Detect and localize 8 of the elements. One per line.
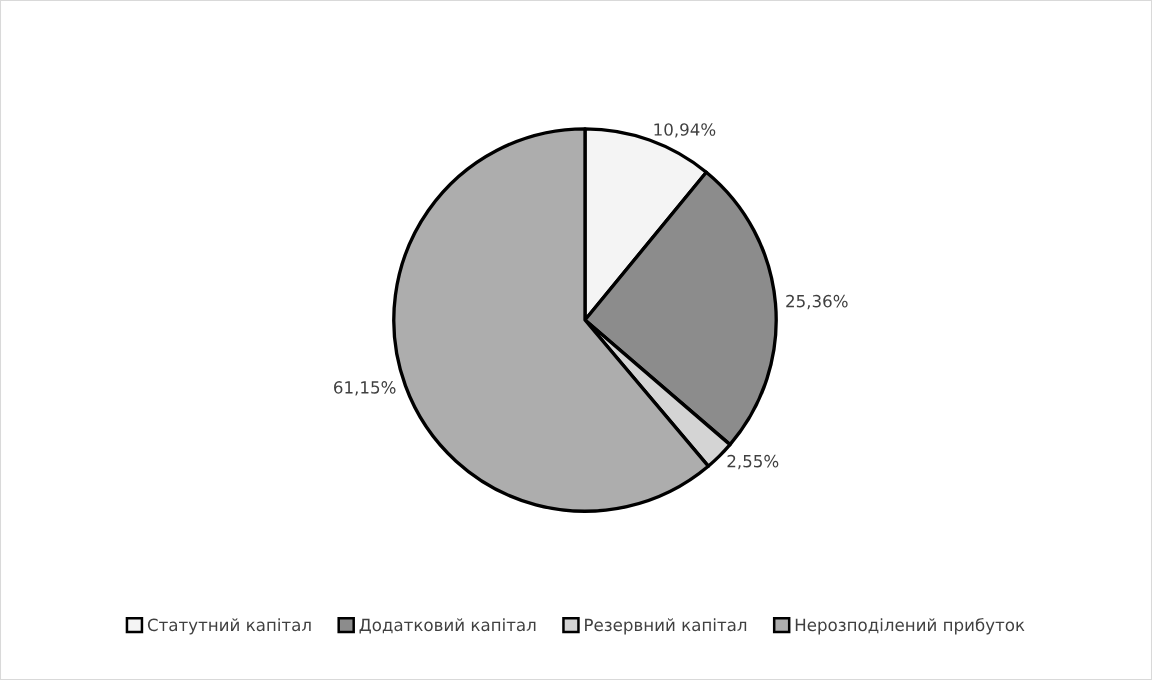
legend-label: Резервний капітал (585, 618, 747, 635)
legend-label: Нерозподілений прибуток (795, 617, 1025, 635)
legend-label: Статутний капітал (147, 618, 311, 635)
legend-label: Додатковий капітал (359, 618, 536, 634)
data-label: 61,15% (334, 381, 396, 396)
data-label: 2,55% (727, 454, 779, 470)
data-label: 25,36% (786, 294, 848, 310)
data-label: 10,94% (654, 123, 716, 138)
